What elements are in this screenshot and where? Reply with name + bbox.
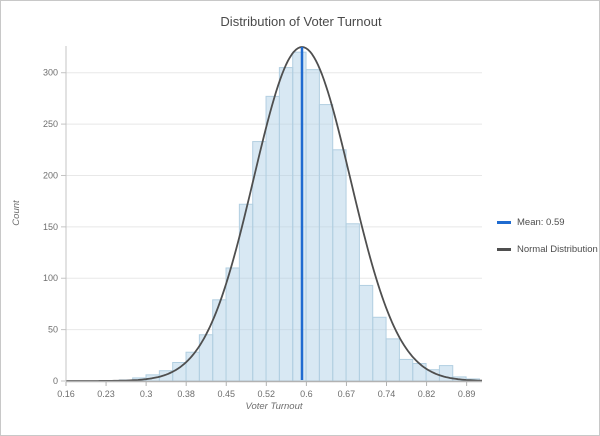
- normal-curve-line[interactable]: [66, 46, 483, 382]
- axes: [65, 46, 482, 383]
- x-tick-label: 0.52: [258, 389, 276, 399]
- histogram-bar[interactable]: [172, 362, 187, 382]
- histogram-bar[interactable]: [398, 358, 414, 382]
- histogram-bar[interactable]: [278, 67, 294, 382]
- x-tick-label: 0.89: [458, 389, 476, 399]
- x-tick-label: 0.82: [418, 389, 436, 399]
- y-tick-label: 200: [43, 170, 58, 180]
- x-tick-label: 0.16: [57, 389, 75, 399]
- x-axis-title: Voter Turnout: [245, 401, 303, 412]
- histogram-bar[interactable]: [372, 316, 387, 382]
- histogram-bar[interactable]: [212, 299, 227, 382]
- x-axis-ticks: 0.16 0.23 0.3 0.38 0.45 0.52 0.6 0.67 0.74 0.82 0.…: [57, 382, 475, 399]
- y-tick-label: 100: [43, 273, 58, 283]
- histogram-bar[interactable]: [358, 284, 374, 382]
- x-tick-label: 0.74: [378, 389, 396, 399]
- x-tick-label: 0.67: [338, 389, 356, 399]
- histogram-bar[interactable]: [412, 363, 427, 382]
- histogram-bar[interactable]: [292, 51, 307, 382]
- y-tick-label: 300: [43, 68, 58, 78]
- x-tick-label: 0.6: [300, 389, 313, 399]
- y-tick-label: 0: [53, 376, 58, 386]
- y-tick-label: 250: [43, 119, 58, 129]
- histogram-bars: [118, 51, 480, 382]
- y-axis-ticks: 0 50 100 150 200 250 300: [43, 68, 66, 386]
- histogram-bar[interactable]: [318, 104, 334, 382]
- x-tick-label: 0.38: [177, 389, 195, 399]
- x-tick-label: 0.23: [97, 389, 115, 399]
- legend-item-normal-distribution[interactable]: Normal Distribution: [497, 244, 598, 255]
- legend-label-mean: Mean: 0.59: [517, 217, 565, 228]
- y-tick-label: 150: [43, 222, 58, 232]
- legend-item-mean[interactable]: Mean: 0.59: [497, 217, 598, 228]
- y-tick-label: 50: [48, 325, 58, 335]
- y-axis-title: Count: [11, 200, 22, 226]
- legend: Mean: 0.59 Normal Distribution: [497, 217, 598, 271]
- histogram-bar[interactable]: [305, 69, 320, 382]
- histogram-bar[interactable]: [345, 223, 360, 382]
- histogram-bar[interactable]: [225, 267, 240, 382]
- gridlines: [66, 72, 482, 331]
- normal-distribution-swatch: [497, 248, 511, 251]
- chart-title: Distribution of Voter Turnout: [220, 14, 382, 29]
- histogram-bar[interactable]: [385, 338, 400, 382]
- mean-line-swatch: [497, 221, 511, 224]
- legend-label-normal-distribution: Normal Distribution: [517, 244, 598, 255]
- x-tick-label: 0.3: [140, 389, 153, 399]
- histogram-bar[interactable]: [332, 149, 347, 382]
- x-tick-label: 0.45: [217, 389, 235, 399]
- histogram-bar[interactable]: [265, 95, 280, 382]
